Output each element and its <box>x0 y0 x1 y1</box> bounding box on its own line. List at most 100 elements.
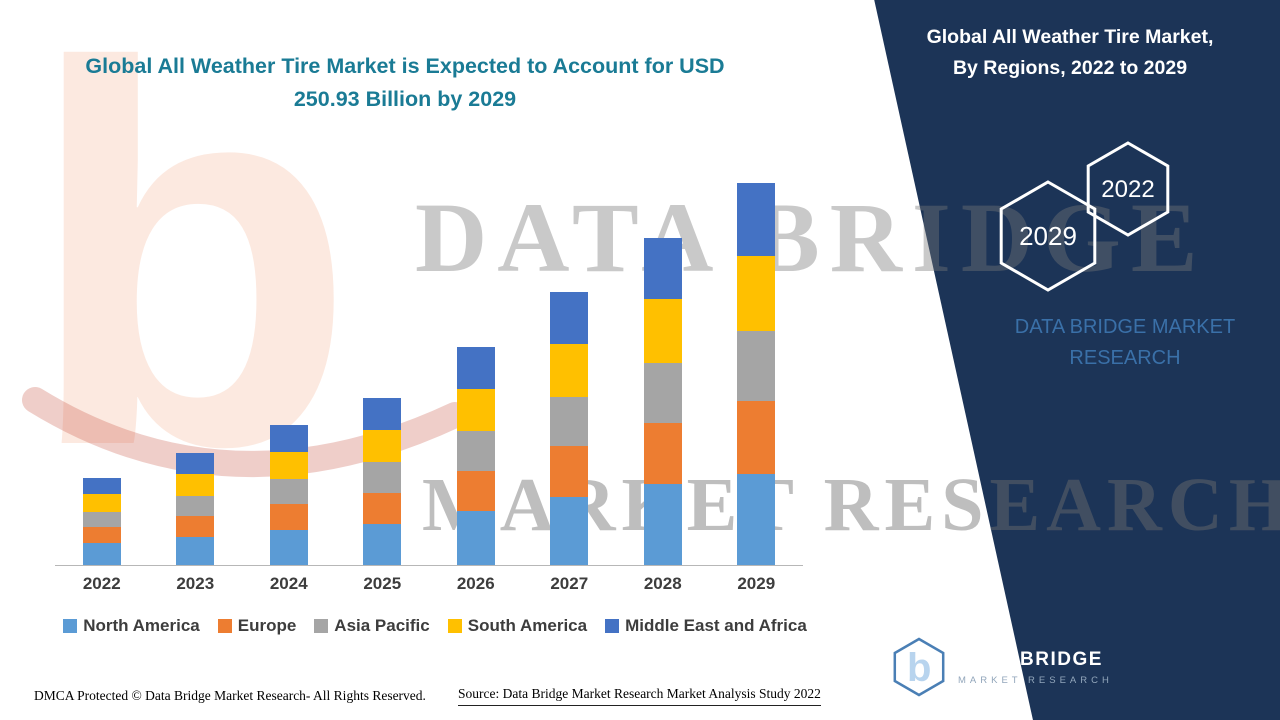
x-axis-label: 2026 <box>456 574 495 593</box>
bar-segment <box>82 542 121 565</box>
hexagon-2022-label: 2022 <box>1101 176 1154 203</box>
bar-segment <box>550 446 589 498</box>
legend-item: South America <box>447 616 588 636</box>
bar-segment <box>82 494 121 512</box>
bar-segment <box>176 536 215 565</box>
legend-swatch <box>63 619 78 633</box>
legend-label: Middle East and Africa <box>625 616 807 635</box>
stacked-bar-2023 <box>176 453 215 565</box>
bar-segment <box>643 422 682 485</box>
stacked-bar-2028 <box>643 237 682 565</box>
hexagon-year-badges: 2029 2022 <box>999 141 1170 292</box>
bar-segment <box>363 462 402 493</box>
bar-segment <box>176 474 215 497</box>
bar-segment <box>643 237 682 299</box>
bar-segment <box>456 388 495 432</box>
legend-label: North America <box>83 616 200 635</box>
bar-segment <box>550 291 589 344</box>
bar-segment <box>176 453 215 475</box>
bar-segment <box>643 362 682 423</box>
legend-item: Middle East and Africa <box>605 616 807 636</box>
panel-brand-text: DATA BRIDGE MARKET RESEARCH <box>975 312 1275 374</box>
legend-item: Asia Pacific <box>314 616 430 636</box>
bar-segment <box>269 530 308 565</box>
legend-item: Europe <box>217 616 297 636</box>
bar-segment <box>269 425 308 452</box>
bar-segment <box>176 516 215 537</box>
stacked-bar-2022 <box>82 477 121 565</box>
bar-segment <box>550 497 589 565</box>
x-axis-label: 2024 <box>269 574 308 593</box>
panel-brand-line1: DATA BRIDGE MARKET <box>1014 316 1236 338</box>
bar-segment <box>363 492 402 524</box>
legend-swatch <box>605 619 620 633</box>
watermark-text-line1: DATA BRIDGE <box>415 182 1208 293</box>
bar-column <box>149 453 243 565</box>
bar-column <box>242 425 336 565</box>
chart-title-line2: 250.93 Billion by 2029 <box>293 87 517 111</box>
bar-segment <box>737 330 776 402</box>
bar-segment <box>269 504 308 530</box>
legend-swatch <box>217 619 232 633</box>
chart-title-line1: Global All Weather Tire Market is Expect… <box>85 54 725 78</box>
stacked-bar-2024 <box>269 425 308 565</box>
bar-segment <box>456 431 495 471</box>
bar-column <box>616 237 710 565</box>
bar-column <box>710 183 804 565</box>
x-axis-labels: 2022 2023 2024 2025 2026 2027 2028 2029 <box>55 574 803 594</box>
x-axis-label: 2022 <box>82 574 121 593</box>
svg-text:b: b <box>907 646 931 690</box>
company-logo-icon: b <box>893 637 945 697</box>
bar-segment <box>363 429 402 463</box>
hexagon-2022-outline <box>1086 141 1170 237</box>
hexagon-2029-label: 2029 <box>1019 221 1077 251</box>
stacked-bar-2029 <box>737 183 776 565</box>
stacked-bar-2025 <box>363 397 402 565</box>
bar-segment <box>550 396 589 447</box>
company-logo: b DATA BRIDGE MARKET RESEARCH <box>890 636 1113 698</box>
company-logo-name: DATA BRIDGE <box>958 648 1103 670</box>
bar-column <box>429 346 523 565</box>
stacked-bar-2027 <box>550 291 589 565</box>
legend-label: Europe <box>237 616 297 635</box>
bar-segment <box>737 183 776 257</box>
legend-label: South America <box>467 616 588 635</box>
bar-segment <box>269 451 308 480</box>
bar-segment <box>456 346 495 389</box>
chart-title: Global All Weather Tire Market is Expect… <box>45 50 765 116</box>
bar-segment <box>82 477 121 495</box>
bar-segment <box>643 298 682 363</box>
x-axis-label: 2025 <box>363 574 402 593</box>
legend-swatch <box>314 619 329 633</box>
bar-segment <box>737 256 776 331</box>
right-panel-heading: Global All Weather Tire Market, By Regio… <box>895 22 1245 84</box>
legend-swatch <box>447 619 462 633</box>
bar-segment <box>363 523 402 565</box>
bar-segment <box>643 484 682 565</box>
bar-segment <box>363 397 402 430</box>
dmca-notice: DMCA Protected © Data Bridge Market Rese… <box>34 688 426 703</box>
x-axis-label: 2023 <box>176 574 215 593</box>
bar-segment <box>550 343 589 397</box>
bar-segment <box>269 479 308 505</box>
bar-segment <box>82 526 121 543</box>
bar-segment <box>82 511 121 527</box>
right-panel-heading-line1: Global All Weather Tire Market, <box>926 26 1214 48</box>
panel-brand-line2: RESEARCH <box>1069 347 1181 369</box>
legend-item: North America <box>63 616 200 636</box>
right-panel-heading-line2: By Regions, 2022 to 2029 <box>952 57 1188 79</box>
bar-segment <box>456 470 495 511</box>
bar-column <box>55 477 149 565</box>
x-axis-label: 2029 <box>737 574 776 593</box>
bar-segment <box>176 496 215 517</box>
stacked-bar-2026 <box>456 346 495 565</box>
hexagon-2029-outline <box>999 180 1097 292</box>
legend-label: Asia Pacific <box>334 616 430 635</box>
company-logo-subtitle: MARKET RESEARCH <box>958 674 1113 686</box>
x-axis-label: 2028 <box>643 574 682 593</box>
bar-column <box>336 397 430 565</box>
bar-column <box>523 291 617 565</box>
plot-area <box>55 175 803 566</box>
bar-segment <box>737 473 776 565</box>
